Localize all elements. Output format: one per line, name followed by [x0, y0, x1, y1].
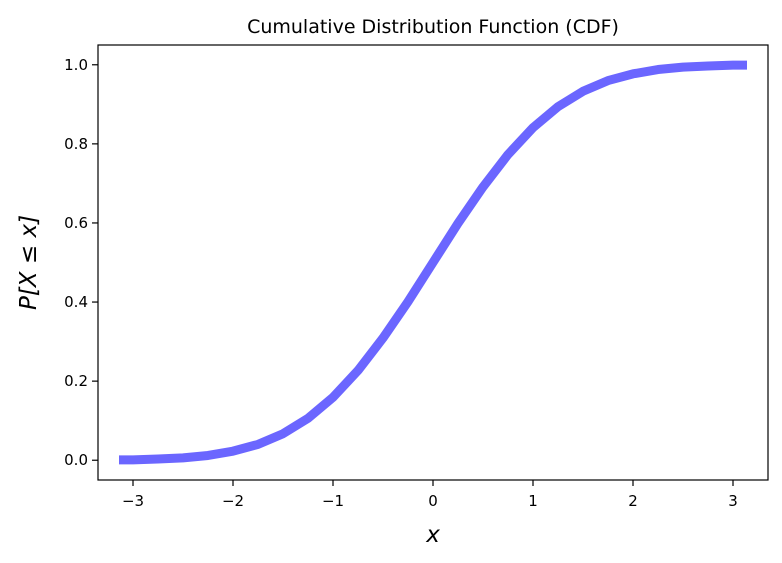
x-tick-label: 1 [528, 492, 538, 510]
y-tick-label: 0.0 [64, 451, 88, 469]
x-tick-label: −2 [222, 492, 244, 510]
y-axis-label: P[X ≤ x] [16, 215, 42, 310]
axis-ticks: −3 −2 −1 0 1 2 3 0.0 0.2 0.4 0.6 0.8 1.0 [64, 56, 738, 510]
x-tick-label: 2 [628, 492, 638, 510]
y-tick-label: 0.4 [64, 293, 88, 311]
y-tick-label: 1.0 [64, 56, 88, 74]
cdf-series-line [119, 60, 747, 465]
y-tick-label: 0.6 [64, 214, 88, 232]
x-axis-label: x [425, 522, 440, 548]
chart-title: Cumulative Distribution Function (CDF) [247, 16, 619, 38]
x-tick-label: −3 [122, 492, 144, 510]
plot-area [119, 60, 747, 465]
x-tick-label: −1 [322, 492, 344, 510]
y-tick-label: 0.2 [64, 372, 88, 390]
x-tick-label: 3 [728, 492, 738, 510]
y-tick-label: 0.8 [64, 135, 88, 153]
x-tick-label: 0 [428, 492, 438, 510]
